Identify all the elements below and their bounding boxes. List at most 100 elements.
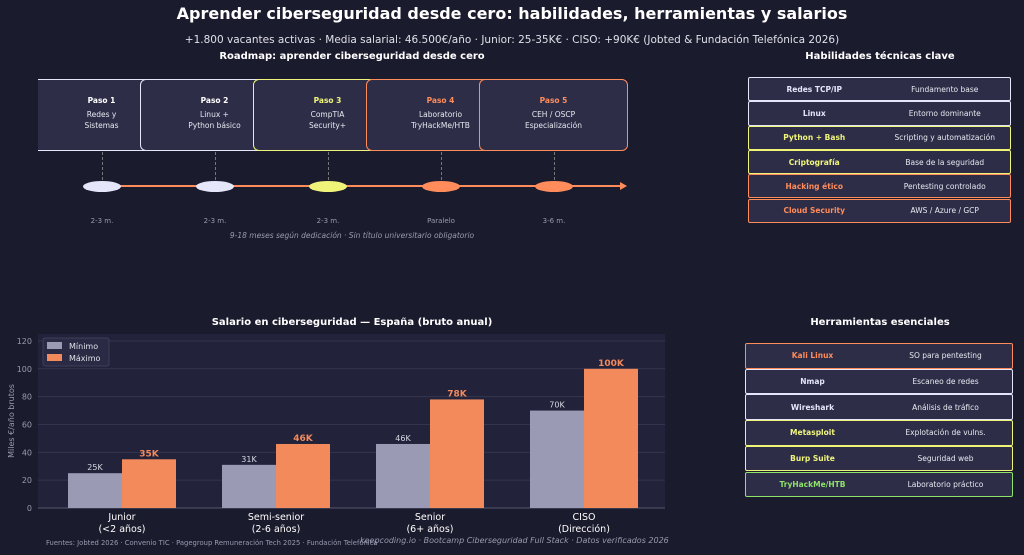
- roadmap-caption: 9-18 meses según dedicación · Sin título…: [229, 231, 475, 240]
- step-label: Paso 1: [87, 96, 116, 105]
- bar-max: [430, 399, 484, 508]
- bar-value-label: 46K: [395, 434, 411, 443]
- tools-name: TryHackMe/HTB: [779, 479, 846, 489]
- step-connector: [554, 152, 555, 180]
- bar-value-label: 78K: [447, 389, 468, 399]
- step-line: Security+: [308, 121, 347, 130]
- timeline-line: [102, 185, 622, 187]
- step-label: Paso 3: [313, 96, 342, 105]
- tools-name: Nmap: [800, 377, 825, 387]
- timeline-dot: [535, 181, 573, 192]
- x-tick-label: (<2 años): [98, 524, 145, 535]
- step-line: Python básico: [188, 121, 241, 130]
- tools-desc: Escaneo de redes: [912, 377, 979, 387]
- skills-desc: Base de la seguridad: [905, 157, 985, 167]
- tools-row: Metasploit Explotación de vulns.: [745, 420, 1013, 446]
- x-tick-label: (Dirección): [558, 524, 610, 535]
- tools-name: Burp Suite: [790, 454, 835, 464]
- x-tick-label: Junior: [107, 512, 135, 523]
- salary-chart: 0 20 40 60 80 100 120 Miles €/año brutos 25K 35K J…: [7, 334, 665, 535]
- skills-row: Redes TCP/IP Fundamento base: [748, 77, 1011, 102]
- legend-label: Mínimo: [69, 342, 98, 351]
- timeline-dot: [196, 181, 234, 192]
- skills-row: Python + Bash Scripting y automatización: [748, 125, 1011, 150]
- step-duration: Paralelo: [427, 217, 455, 225]
- tools-desc: Análisis de tráfico: [912, 402, 979, 412]
- timeline-dot: [83, 181, 121, 192]
- bar-value-label: 35K: [139, 449, 160, 459]
- x-tick-label: (2-6 años): [252, 524, 301, 535]
- skills-name: Criptografía: [788, 157, 840, 167]
- bar-value-label: 31K: [241, 455, 257, 464]
- legend-swatch: [47, 354, 62, 361]
- bar-value-label: 100K: [598, 359, 625, 369]
- skills-name: Linux: [802, 108, 826, 118]
- step-line: Linux +: [200, 110, 229, 119]
- arrow-icon: [620, 182, 627, 190]
- bar-max: [122, 459, 176, 508]
- roadmap-steps: Paso 1 Redes y Sistemas Paso 2 Linux + Python…: [38, 76, 638, 156]
- skills-title: Habilidades técnicas clave: [805, 51, 955, 62]
- skills-desc: Entorno dominante: [908, 108, 981, 118]
- y-tick-label: 100: [17, 365, 32, 374]
- tools-row: Kali Linux SO para pentesting: [745, 343, 1013, 369]
- skills-name: Redes TCP/IP: [786, 84, 843, 94]
- skills-row: Criptografía Base de la seguridad: [748, 149, 1011, 175]
- skills-row: Linux Entorno dominante: [748, 101, 1011, 126]
- y-tick-label: 40: [22, 448, 32, 457]
- bar-max: [584, 368, 638, 508]
- legend-label: Máximo: [69, 354, 101, 363]
- y-axis-label: Miles €/año brutos: [7, 384, 16, 458]
- y-tick-label: 60: [22, 420, 32, 429]
- skills-row: Cloud Security AWS / Azure / GCP: [748, 198, 1011, 223]
- step-duration: 2-3 m.: [203, 217, 227, 225]
- step-label: Paso 2: [200, 96, 229, 105]
- step-line: CEH / OSCP: [531, 110, 576, 119]
- bar-min: [222, 464, 276, 508]
- step-line: CompTIA: [310, 110, 345, 119]
- bar-value-label: 70K: [549, 401, 565, 410]
- legend-swatch: [47, 342, 62, 349]
- step-connector: [215, 152, 216, 180]
- y-tick-label: 20: [22, 476, 32, 485]
- tools-row: TryHackMe/HTB Laboratorio práctico: [745, 471, 1013, 498]
- timeline-dot: [422, 181, 460, 192]
- step-label: Paso 4: [426, 96, 455, 105]
- bar-min: [68, 473, 122, 508]
- skills-row: Hacking ético Pentesting controlado: [748, 174, 1011, 199]
- chart-title: Salario en ciberseguridad — España (brut…: [211, 317, 493, 328]
- skills-desc: AWS / Azure / GCP: [910, 206, 979, 216]
- tools-desc: Laboratorio práctico: [907, 479, 984, 489]
- step-label: Paso 5: [539, 96, 568, 105]
- bar-value-label: 25K: [87, 463, 103, 472]
- step-duration: 3-6 m.: [542, 217, 566, 225]
- x-tick-label: CISO: [573, 512, 596, 523]
- tools-desc: Seguridad web: [917, 454, 974, 464]
- bar-max: [276, 443, 330, 508]
- y-tick-label: 80: [22, 393, 32, 402]
- sources-footer: Fuentes: Jobted 2026 · Convenio TIC · Pa…: [46, 539, 378, 547]
- tools-title: Herramientas esenciales: [810, 317, 950, 328]
- timeline-dot: [309, 181, 347, 192]
- x-tick-label: Senior: [415, 512, 445, 523]
- skills-name: Hacking ético: [785, 181, 843, 191]
- watermark: keepcoding.io · Bootcamp Ciberseguridad …: [360, 536, 669, 545]
- y-tick-label: 0: [27, 504, 32, 513]
- tools-name: Wireshark: [790, 402, 835, 412]
- skills-name: Cloud Security: [783, 206, 846, 216]
- bar-min: [530, 410, 584, 508]
- step-duration: 2-3 m.: [90, 217, 114, 225]
- skills-name: Python + Bash: [783, 133, 846, 143]
- bar-value-label: 46K: [293, 434, 314, 444]
- step-connector: [102, 152, 103, 180]
- skills-desc: Scripting y automatización: [894, 133, 995, 143]
- page-title: Aprender ciberseguridad desde cero: habi…: [176, 4, 848, 23]
- y-tick-label: 120: [17, 337, 32, 346]
- tools-name: Kali Linux: [791, 351, 834, 361]
- step-line: Redes y: [86, 110, 117, 119]
- tools-name: Metasploit: [790, 428, 835, 438]
- skills-desc: Pentesting controlado: [903, 181, 986, 191]
- tools-row: Burp Suite Seguridad web: [745, 445, 1013, 472]
- x-tick-label: (6+ años): [406, 524, 453, 535]
- tools-row: Nmap Escaneo de redes: [745, 368, 1013, 395]
